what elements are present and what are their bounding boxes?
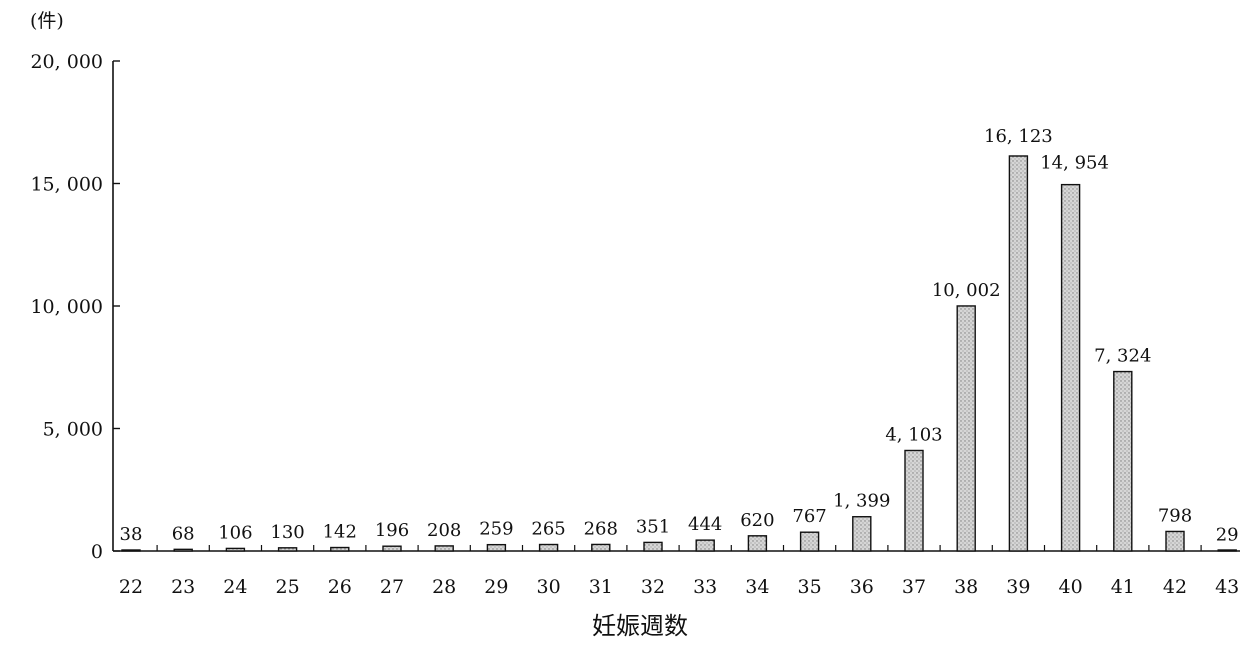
data-label: 1, 399 [833,491,890,512]
bar [747,535,768,552]
data-label: 268 [584,518,618,539]
y-tick-label: 15, 000 [30,174,103,196]
data-label: 444 [688,514,722,535]
data-label: 351 [636,516,670,537]
data-label: 265 [531,519,565,540]
bar [1008,155,1029,552]
bar [1217,549,1237,552]
data-label: 130 [270,522,304,543]
x-tick-label: 38 [954,576,978,598]
data-label: 38 [120,524,143,545]
bar [1113,370,1133,552]
x-tick-label: 29 [484,576,508,598]
data-label: 7, 324 [1094,346,1151,367]
bar [591,543,611,552]
data-label: 29 [1216,524,1239,545]
bar [173,548,193,552]
bar [330,546,350,552]
x-tick-label: 27 [380,576,404,598]
data-label: 10, 002 [932,280,1001,301]
y-axis-unit-label: (件) [30,10,64,32]
bar [225,547,246,552]
data-label: 106 [218,522,252,543]
data-label: 4, 103 [885,424,942,445]
bar [1060,183,1081,552]
x-tick-label: 23 [171,576,195,598]
bar [956,305,976,552]
x-tick-label: 39 [1006,576,1030,598]
bar [486,543,507,552]
y-tick-label: 10, 000 [30,296,103,318]
x-axis-title: 妊娠週数 [592,612,688,640]
data-label: 259 [479,519,513,540]
x-tick-label: 33 [693,576,717,598]
x-tick-label: 35 [798,576,822,598]
x-tick-label: 42 [1163,576,1187,598]
x-tick-label: 32 [641,576,665,598]
bar [434,545,454,552]
y-tick-label: 20, 000 [30,51,103,73]
data-label: 767 [792,506,826,527]
data-label: 16, 123 [984,126,1053,147]
bars [121,155,1237,552]
x-tick-label: 37 [902,576,926,598]
data-label: 208 [427,520,461,541]
x-tick-label: 36 [850,576,874,598]
data-label: 620 [740,510,774,531]
data-label: 196 [375,520,409,541]
bar [277,547,298,552]
x-tick-label: 28 [432,576,456,598]
x-tick-label: 26 [328,576,352,598]
bar [538,543,559,552]
data-label: 798 [1158,505,1192,526]
bar [695,539,715,552]
bar [799,531,820,552]
bar [382,545,402,552]
bar [121,549,141,552]
x-tick-label: 34 [745,576,769,598]
data-label: 68 [172,523,195,544]
bar [1165,530,1185,552]
bar [852,516,872,552]
x-tick-label: 30 [537,576,561,598]
x-tick-label: 40 [1059,576,1083,598]
y-tick-label: 0 [91,541,103,563]
data-label: 14, 954 [1040,153,1109,174]
data-label: 142 [323,522,357,543]
x-tick-label: 31 [589,576,613,598]
x-tick-label: 41 [1111,576,1135,598]
x-tick-label: 22 [119,576,143,598]
bar [904,449,924,552]
axes [112,60,1240,552]
x-tick-label: 43 [1215,576,1239,598]
x-tick-label: 25 [276,576,300,598]
x-tick-label: 24 [223,576,247,598]
y-tick-label: 5, 000 [43,419,103,441]
bar [643,541,663,552]
labels: (件) 妊娠週数 0 5, 000 10, 000 15, 000 20, 000 22 3… [30,10,1239,640]
